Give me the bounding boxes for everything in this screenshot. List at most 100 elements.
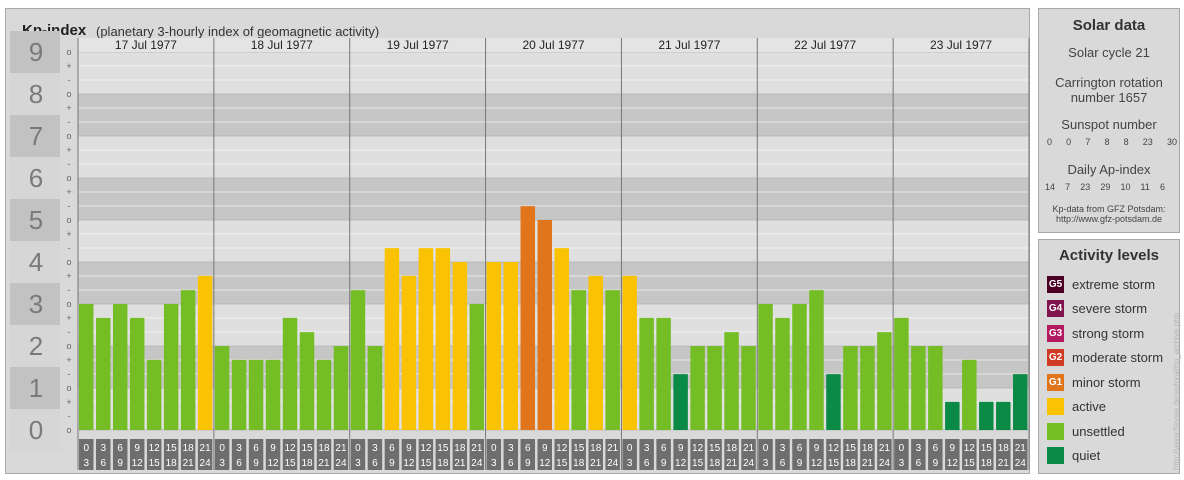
kp-bar xyxy=(758,304,773,430)
sunspot-value: 30 xyxy=(1166,137,1177,147)
y-tick-label: 4 xyxy=(29,247,43,277)
kp-bar xyxy=(333,346,349,430)
hour-start-label: 18 xyxy=(998,443,1010,454)
sunspot-value: 0 xyxy=(1047,137,1053,147)
hour-start-label: 18 xyxy=(590,443,602,454)
hour-end-label: 21 xyxy=(998,458,1010,469)
level-band xyxy=(78,94,1029,136)
hour-box xyxy=(809,439,824,470)
kp-bar xyxy=(79,304,94,430)
y-band xyxy=(10,367,60,409)
source-link[interactable]: http://www.gfz-potsdam.de xyxy=(1055,214,1163,224)
hour-box xyxy=(537,439,552,470)
legend-label: minor storm xyxy=(1072,374,1141,390)
hour-start-label: 9 xyxy=(814,443,820,454)
y-tick-label: 1 xyxy=(29,373,43,403)
hour-box xyxy=(571,439,586,470)
hour-end-label: 18 xyxy=(709,458,721,469)
hour-end-label: 21 xyxy=(318,458,330,469)
kp-bar xyxy=(826,374,841,430)
legend-item: quiet xyxy=(1047,446,1100,466)
hour-box xyxy=(673,439,688,470)
day-label: 19 Jul 1977 xyxy=(387,38,449,52)
level-band xyxy=(78,262,1029,304)
hour-start-label: 9 xyxy=(542,443,548,454)
hour-start-label: 6 xyxy=(933,443,939,454)
kp-bar xyxy=(673,374,688,430)
hour-box xyxy=(605,439,620,470)
hour-end-label: 24 xyxy=(471,458,483,469)
hour-start-label: 21 xyxy=(607,443,619,454)
hour-box xyxy=(435,439,451,470)
kp-bar xyxy=(95,317,111,430)
activity-levels-title: Activity levels xyxy=(1058,247,1160,264)
hour-end-label: 15 xyxy=(420,458,432,469)
hour-end-label: 12 xyxy=(675,458,687,469)
hour-box xyxy=(758,439,773,470)
hour-end-label: 6 xyxy=(780,458,786,469)
hour-end-label: 15 xyxy=(692,458,704,469)
minor-mark: o xyxy=(66,173,71,183)
kp-bar xyxy=(520,206,536,430)
ap-title: Daily Ap-index xyxy=(1067,162,1151,177)
hour-box xyxy=(163,439,179,470)
hour-end-label: 21 xyxy=(183,458,195,469)
kp-bar xyxy=(622,275,637,430)
kp-bar xyxy=(367,346,383,430)
hour-box xyxy=(248,439,264,470)
y-band xyxy=(10,409,60,451)
hour-box xyxy=(707,439,722,470)
kp-bar xyxy=(894,317,909,430)
hour-start-label: 15 xyxy=(981,443,993,454)
hour-start-label: 3 xyxy=(372,443,378,454)
hour-end-label: 24 xyxy=(607,458,619,469)
hour-end-label: 6 xyxy=(508,458,514,469)
hour-box xyxy=(299,439,315,470)
kp-bar xyxy=(741,346,756,430)
sunspot-value: 8 xyxy=(1104,137,1110,147)
hour-box xyxy=(265,439,281,470)
hour-box xyxy=(486,439,502,470)
kp-bar xyxy=(860,346,875,430)
kp-bar xyxy=(724,332,739,430)
sunspot-values: 0 0 7 8 8 23 30 xyxy=(1047,137,1177,147)
hour-end-label: 3 xyxy=(491,458,497,469)
hour-box xyxy=(231,439,247,470)
hour-start-label: 3 xyxy=(236,443,242,454)
hour-start-label: 6 xyxy=(117,443,123,454)
y-tick-label: 6 xyxy=(29,163,43,193)
kp-bar xyxy=(843,346,858,430)
minor-mark: o xyxy=(66,131,71,141)
kp-bar xyxy=(656,317,671,430)
hour-box xyxy=(503,439,519,470)
hour-end-label: 18 xyxy=(166,458,178,469)
kp-bar xyxy=(180,290,196,430)
hour-start-label: 15 xyxy=(166,443,178,454)
y-band xyxy=(10,73,60,115)
kp-bar xyxy=(163,304,179,430)
minor-mark: - xyxy=(68,201,71,211)
hour-start-label: 9 xyxy=(406,443,412,454)
y-tick-label: 2 xyxy=(29,331,43,361)
hour-end-label: 9 xyxy=(389,458,395,469)
kp-bar xyxy=(911,346,926,430)
minor-mark: + xyxy=(66,397,71,407)
kp-bar xyxy=(503,262,519,430)
hour-box xyxy=(333,439,349,470)
hour-end-label: 24 xyxy=(879,458,891,469)
hour-start-label: 15 xyxy=(437,443,449,454)
hour-start-label: 18 xyxy=(318,443,330,454)
hour-box xyxy=(877,439,892,470)
y-tick-label: 0 xyxy=(29,415,43,445)
minor-mark: - xyxy=(68,75,71,85)
ap-value: 6 xyxy=(1159,182,1165,192)
legend-item: unsettled xyxy=(1047,421,1125,441)
minor-mark: - xyxy=(68,117,71,127)
hour-end-label: 18 xyxy=(573,458,585,469)
y-band xyxy=(10,38,60,73)
hour-end-label: 18 xyxy=(301,458,313,469)
hour-start-label: 15 xyxy=(573,443,585,454)
hour-start-label: 0 xyxy=(83,443,89,454)
kp-bar xyxy=(1013,374,1028,430)
hour-end-label: 24 xyxy=(743,458,755,469)
